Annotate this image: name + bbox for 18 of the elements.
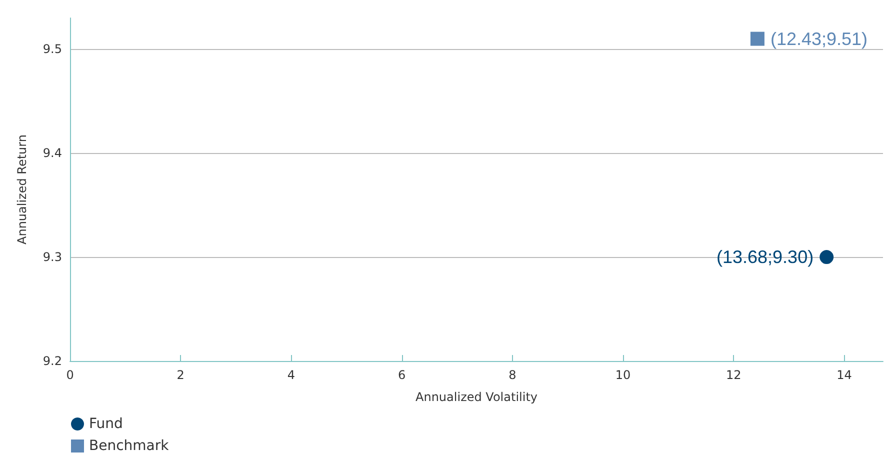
legend-label: Benchmark — [89, 438, 170, 454]
x-tick-label: 6 — [398, 368, 406, 382]
y-axis-title: Annualized Return — [15, 134, 29, 244]
data-label: (13.68;9.30) — [716, 247, 814, 268]
x-tick-label: 0 — [66, 368, 74, 382]
x-tick-label: 2 — [176, 368, 184, 382]
y-tick-label: 9.4 — [42, 146, 62, 160]
x-tick-label: 4 — [287, 368, 296, 382]
x-tick-label: 12 — [726, 368, 742, 382]
x-tick-label: 10 — [615, 368, 631, 382]
x-tick-label: 14 — [836, 368, 852, 382]
legend-label: Fund — [89, 416, 123, 432]
data-label: (12.43;9.51) — [770, 28, 868, 49]
y-tick-label: 9.3 — [42, 250, 62, 264]
x-axis-title: Annualized Volatility — [416, 390, 538, 404]
y-tick-label: 9.5 — [42, 42, 62, 56]
y-tick-label: 9.2 — [42, 354, 62, 368]
x-tick-label: 8 — [508, 368, 516, 382]
